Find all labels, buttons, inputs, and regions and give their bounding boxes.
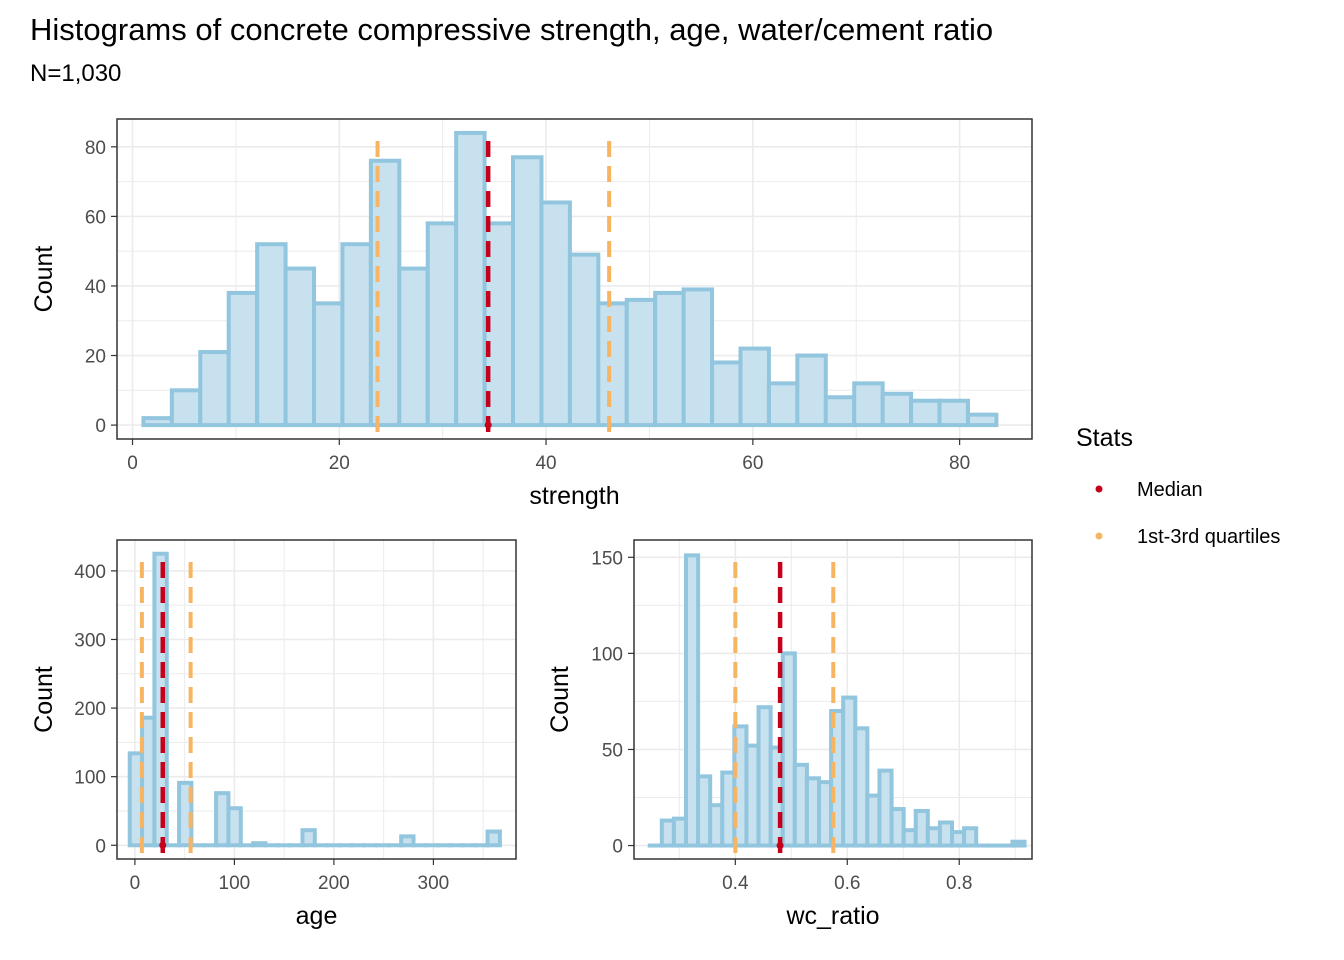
histogram-bar xyxy=(780,651,797,848)
histogram-bar xyxy=(340,242,373,428)
x-tick-label: 300 xyxy=(418,873,450,894)
panel-wc_ratio: 0.4 0.6 0.8 0 50 100 150 wc_ratio Count xyxy=(546,539,1033,930)
histogram-bar xyxy=(397,266,430,428)
histogram-bar xyxy=(738,346,771,428)
histogram-bar xyxy=(823,395,857,428)
y-tick-label: 0 xyxy=(95,836,106,857)
histogram-bar xyxy=(624,297,658,428)
x-tick-label: 0 xyxy=(127,453,138,474)
y-tick-label: 100 xyxy=(591,644,623,665)
histogram-bar xyxy=(795,353,828,428)
histogram-bar xyxy=(766,381,800,428)
histogram-bar xyxy=(539,200,572,428)
x-tick-label: 60 xyxy=(742,453,763,474)
x-tick-label: 80 xyxy=(949,453,970,474)
x-axis-title: age xyxy=(296,902,338,930)
y-tick-label: 200 xyxy=(74,699,106,720)
panel-border xyxy=(633,539,1033,860)
x-axis-title: wc_ratio xyxy=(785,902,879,930)
histogram-bar xyxy=(226,290,260,428)
x-tick-label: 0.8 xyxy=(946,873,972,894)
y-tick-label: 300 xyxy=(74,630,106,651)
chart-subtitle: N=1,030 xyxy=(30,60,122,87)
histogram-bar xyxy=(853,726,870,848)
histogram-bar xyxy=(965,412,999,428)
histogram-bar xyxy=(485,829,502,848)
histogram-bar xyxy=(425,221,459,428)
legend-key xyxy=(1095,485,1103,493)
legend-label: 1st-3rd quartiles xyxy=(1137,526,1280,548)
y-tick-label: 150 xyxy=(591,548,623,569)
y-tick-label: 60 xyxy=(85,207,106,228)
histogram-bar xyxy=(681,287,715,428)
legend-title: Stats xyxy=(1076,424,1133,452)
histogram-bar xyxy=(567,252,601,428)
histogram-bar xyxy=(880,391,914,428)
median-point xyxy=(776,842,784,850)
x-tick-label: 200 xyxy=(318,873,350,894)
y-tick-label: 400 xyxy=(74,562,106,583)
y-axis-title: Count xyxy=(30,666,58,733)
histogram-bar xyxy=(255,242,288,428)
y-tick-label: 50 xyxy=(602,740,623,761)
histogram-bar xyxy=(909,398,942,428)
histogram-bar xyxy=(962,826,979,848)
histogram-bar xyxy=(198,350,231,428)
histogram-bar xyxy=(300,828,317,848)
panel-border xyxy=(116,539,517,860)
y-tick-label: 100 xyxy=(74,768,106,789)
y-tick-label: 20 xyxy=(85,347,106,368)
x-tick-label: 0.6 xyxy=(834,873,860,894)
histogram-bar xyxy=(1010,839,1027,848)
histogram-bar xyxy=(889,807,906,848)
y-tick-label: 40 xyxy=(85,277,106,298)
y-axis-title: Count xyxy=(30,246,58,313)
legend-label: Median xyxy=(1137,479,1203,501)
histogram-bar xyxy=(596,301,629,428)
legend-key xyxy=(1095,532,1103,540)
histogram-bar xyxy=(852,381,885,428)
histogram-bar xyxy=(226,806,243,848)
histogram-bar xyxy=(283,266,317,428)
y-tick-label: 0 xyxy=(95,416,106,437)
y-axis-title: Count xyxy=(546,666,574,733)
chart-title: Histograms of concrete compressive stren… xyxy=(30,12,994,47)
y-tick-label: 0 xyxy=(612,837,623,858)
x-axis-title: strength xyxy=(529,482,619,510)
panel-age: 0 100 200 300 0 100 200 300 400 age Count xyxy=(30,539,517,930)
median-point xyxy=(159,841,167,849)
x-tick-label: 0.4 xyxy=(722,873,749,894)
x-tick-label: 0 xyxy=(130,873,141,894)
x-tick-label: 20 xyxy=(329,453,350,474)
histogram-bar xyxy=(511,155,544,428)
histogram-bar xyxy=(684,553,701,848)
x-tick-label: 40 xyxy=(535,453,556,474)
panel-strength: 0 20 40 60 80 0 20 40 60 80 strength Count xyxy=(30,118,1033,510)
histogram-bar xyxy=(710,360,743,428)
histogram-bar xyxy=(937,398,970,428)
panel-border xyxy=(116,118,1033,440)
histogram-bar xyxy=(368,158,402,428)
median-point xyxy=(484,421,492,429)
y-tick-label: 80 xyxy=(85,138,106,159)
legend: Stats Median 1st-3rd quartiles xyxy=(1076,424,1280,548)
histogram-bar xyxy=(399,834,416,848)
histogram-bar xyxy=(141,416,174,428)
histogram-bar xyxy=(169,388,203,428)
histogram-bar xyxy=(312,301,345,428)
histogram-bar xyxy=(454,130,487,428)
histogram-bar xyxy=(653,290,686,428)
x-tick-label: 100 xyxy=(219,873,251,894)
